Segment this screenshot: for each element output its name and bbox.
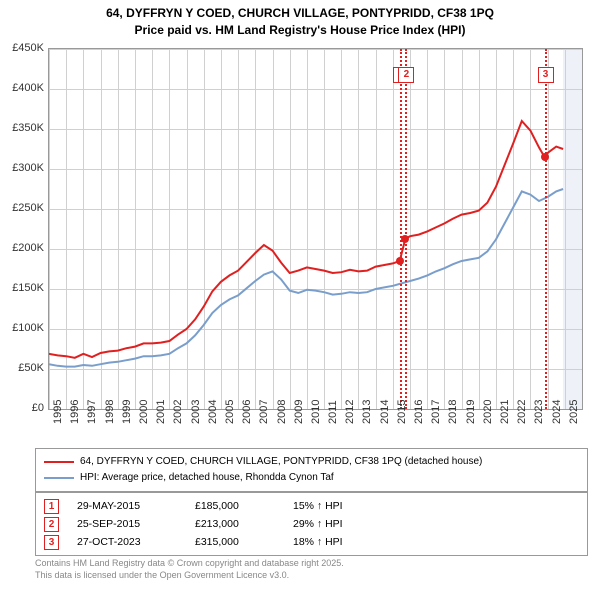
sale-point-dot [401, 235, 409, 243]
y-axis-label: £150K [2, 282, 44, 294]
x-axis-label: 2015 [396, 400, 408, 424]
x-axis-label: 1997 [86, 400, 98, 424]
chart-title: 64, DYFFRYN Y COED, CHURCH VILLAGE, PONT… [0, 0, 600, 39]
line-series-svg [49, 49, 582, 409]
x-axis-label: 2020 [482, 400, 494, 424]
x-axis-label: 2017 [430, 400, 442, 424]
sales-row-price: £185,000 [195, 500, 275, 512]
sales-row-number: 1 [44, 499, 59, 514]
sale-marker-number: 2 [398, 67, 414, 83]
y-axis-label: £50K [2, 362, 44, 374]
y-axis-label: £250K [2, 202, 44, 214]
y-axis-label: £300K [2, 162, 44, 174]
x-axis-label: 2013 [361, 400, 373, 424]
sales-table: 1 29-MAY-2015 £185,000 15% ↑ HPI 2 25-SEP-201… [35, 492, 588, 556]
sales-row-number: 3 [44, 535, 59, 550]
legend-row-hpi: HPI: Average price, detached house, Rhon… [44, 470, 579, 486]
legend-box: 64, DYFFRYN Y COED, CHURCH VILLAGE, PONT… [35, 448, 588, 492]
attribution-line-1: Contains HM Land Registry data © Crown c… [35, 558, 588, 570]
x-axis-label: 2025 [568, 400, 580, 424]
x-axis-label: 2005 [224, 400, 236, 424]
sale-marker-line [545, 49, 547, 409]
x-axis-label: 2018 [447, 400, 459, 424]
x-axis-label: 2019 [465, 400, 477, 424]
sales-row: 1 29-MAY-2015 £185,000 15% ↑ HPI [44, 497, 579, 515]
sales-row: 3 27-OCT-2023 £315,000 18% ↑ HPI [44, 533, 579, 551]
sale-marker-line [400, 49, 402, 409]
x-axis-label: 2006 [241, 400, 253, 424]
x-axis-label: 2014 [379, 400, 391, 424]
sales-row-date: 25-SEP-2015 [77, 518, 177, 530]
sales-row-number: 2 [44, 517, 59, 532]
x-axis-label: 2004 [207, 400, 219, 424]
series-hpi [49, 189, 563, 367]
legend-label-property: 64, DYFFRYN Y COED, CHURCH VILLAGE, PONT… [80, 454, 482, 470]
legend-swatch-hpi [44, 477, 74, 479]
x-axis-label: 2023 [533, 400, 545, 424]
x-axis-label: 2008 [276, 400, 288, 424]
x-axis-label: 2002 [172, 400, 184, 424]
x-axis-label: 1999 [121, 400, 133, 424]
x-axis-label: 1996 [69, 400, 81, 424]
title-line-1: 64, DYFFRYN Y COED, CHURCH VILLAGE, PONT… [0, 5, 600, 22]
y-axis-label: £0 [2, 402, 44, 414]
sales-row-date: 27-OCT-2023 [77, 536, 177, 548]
x-axis-label: 2000 [138, 400, 150, 424]
legend-label-hpi: HPI: Average price, detached house, Rhon… [80, 470, 334, 486]
y-axis-label: £450K [2, 42, 44, 54]
x-axis-label: 1995 [52, 400, 64, 424]
legend-swatch-property [44, 461, 74, 463]
x-axis-label: 2007 [258, 400, 270, 424]
legend-row-property: 64, DYFFRYN Y COED, CHURCH VILLAGE, PONT… [44, 454, 579, 470]
sale-point-dot [541, 153, 549, 161]
sales-row-pct: 29% ↑ HPI [293, 518, 383, 530]
title-line-2: Price paid vs. HM Land Registry's House … [0, 22, 600, 39]
x-axis-label: 2012 [344, 400, 356, 424]
sale-point-dot [396, 257, 404, 265]
x-axis-label: 2010 [310, 400, 322, 424]
x-axis-label: 2016 [413, 400, 425, 424]
sales-row-pct: 15% ↑ HPI [293, 500, 383, 512]
x-axis-label: 2011 [327, 400, 339, 424]
x-axis-label: 2001 [155, 400, 167, 424]
y-axis-label: £100K [2, 322, 44, 334]
sales-row: 2 25-SEP-2015 £213,000 29% ↑ HPI [44, 515, 579, 533]
sales-row-pct: 18% ↑ HPI [293, 536, 383, 548]
sale-marker-number: 3 [538, 67, 554, 83]
x-axis-label: 2009 [293, 400, 305, 424]
sales-row-price: £315,000 [195, 536, 275, 548]
y-axis-label: £200K [2, 242, 44, 254]
x-axis-label: 2024 [551, 400, 563, 424]
x-axis-label: 2021 [499, 400, 511, 424]
y-axis-label: £350K [2, 122, 44, 134]
attribution: Contains HM Land Registry data © Crown c… [35, 558, 588, 581]
chart-container: 64, DYFFRYN Y COED, CHURCH VILLAGE, PONT… [0, 0, 600, 590]
plot-area: 123 [48, 48, 583, 410]
x-axis-label: 2022 [516, 400, 528, 424]
x-axis-label: 1998 [104, 400, 116, 424]
sales-row-price: £213,000 [195, 518, 275, 530]
sale-marker-line [405, 49, 407, 409]
series-property [49, 121, 563, 358]
attribution-line-2: This data is licensed under the Open Gov… [35, 570, 588, 582]
y-axis-label: £400K [2, 82, 44, 94]
x-axis-label: 2003 [190, 400, 202, 424]
sales-row-date: 29-MAY-2015 [77, 500, 177, 512]
